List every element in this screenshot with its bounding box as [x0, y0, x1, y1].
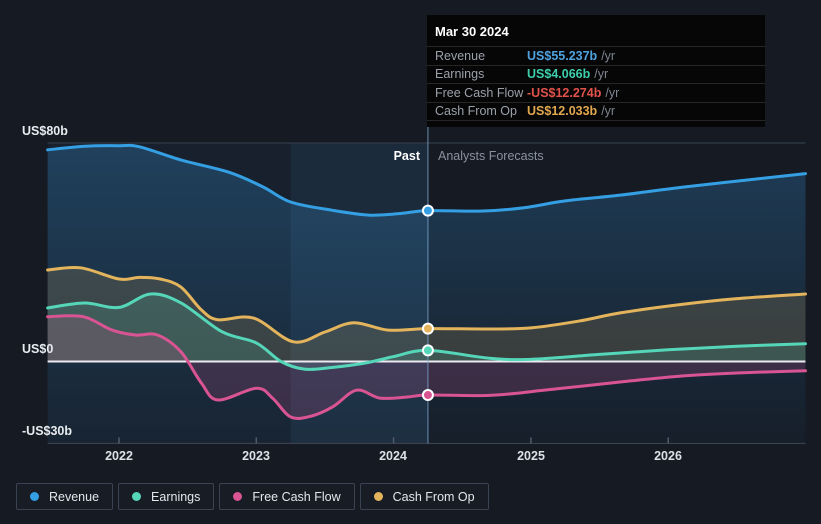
- revenue-line[interactable]: [46, 143, 807, 217]
- revenue-dot-icon: [30, 492, 39, 501]
- legend: Revenue Earnings Free Cash Flow Cash Fro…: [16, 483, 489, 510]
- past-region-label: Past: [393, 149, 420, 163]
- y-axis-label-0: US$0: [22, 342, 54, 356]
- tooltip-row-earnings: Earnings US$4.066b /yr: [427, 66, 765, 84]
- x-axis-label-2022: 2022: [105, 449, 133, 463]
- x-axis-label-2023: 2023: [242, 449, 270, 463]
- legend-item-revenue[interactable]: Revenue: [16, 483, 114, 510]
- tooltip-value: US$12.033b: [527, 104, 598, 119]
- free-cash-flow-marker[interactable]: [421, 389, 434, 402]
- earnings-line[interactable]: [46, 292, 807, 371]
- tooltip-value: US$55.237b: [527, 48, 598, 63]
- cash-from-op-dot-icon: [373, 492, 383, 501]
- legend-label: Free Cash Flow: [252, 489, 341, 504]
- x-axis-label-2024: 2024: [379, 449, 407, 463]
- tooltip-suffix: /yr: [601, 48, 616, 63]
- earnings-dot-icon: [132, 492, 142, 501]
- tooltip-date: Mar 30 2024: [427, 22, 765, 47]
- tooltip-suffix: /yr: [594, 67, 609, 82]
- tooltip-suffix: /yr: [601, 104, 616, 119]
- tooltip-label: Cash From Op: [435, 104, 517, 119]
- free-cash-flow-line[interactable]: [46, 314, 807, 420]
- forecast-region-label: Analysts Forecasts: [438, 149, 544, 163]
- earnings-area: [47, 293, 806, 370]
- tooltip-row-cash-from-op: Cash From Op US$12.033b /yr: [427, 103, 765, 121]
- legend-label: Cash From Op: [392, 489, 475, 504]
- legend-label: Earnings: [151, 489, 201, 504]
- free-cash-flow-dot-icon: [233, 492, 243, 501]
- x-axis-label-2025: 2025: [517, 449, 545, 463]
- tooltip-label: Earnings: [435, 67, 485, 82]
- legend-item-cash-from-op[interactable]: Cash From Op: [359, 483, 489, 510]
- tooltip-row-free-cash-flow: Free Cash Flow -US$12.274b /yr: [427, 84, 765, 103]
- cash-from-op-marker[interactable]: [421, 322, 434, 335]
- cash-from-op-line[interactable]: [46, 265, 807, 344]
- tooltip-label: Free Cash Flow: [435, 85, 524, 100]
- tooltip-suffix: /yr: [605, 85, 620, 100]
- legend-label: Revenue: [49, 489, 100, 504]
- tooltip: Mar 30 2024 Revenue US$55.237b /yr Earni…: [427, 15, 765, 127]
- tooltip-value: US$4.066b: [527, 67, 591, 82]
- y-axis-label-80b: US$80b: [22, 124, 68, 138]
- tooltip-value: -US$12.274b: [527, 85, 602, 100]
- free-cash-flow-area: [47, 315, 806, 419]
- x-axis-label-2026: 2026: [654, 449, 682, 463]
- legend-item-free-cash-flow[interactable]: Free Cash Flow: [219, 483, 355, 510]
- tooltip-row-revenue: Revenue US$55.237b /yr: [427, 47, 765, 66]
- tooltip-label: Revenue: [435, 48, 486, 63]
- earnings-marker[interactable]: [421, 344, 434, 357]
- y-axis-label-neg30b: -US$30b: [22, 424, 73, 438]
- legend-item-earnings[interactable]: Earnings: [118, 483, 215, 510]
- revenue-marker[interactable]: [421, 204, 434, 217]
